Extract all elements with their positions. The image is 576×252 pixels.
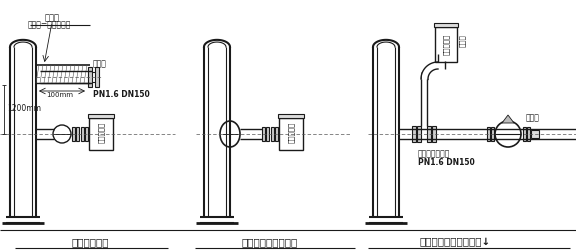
Text: 1200mm: 1200mm (7, 104, 41, 113)
Bar (279, 118, 303, 150)
Bar (523, 127, 526, 141)
Ellipse shape (220, 121, 240, 147)
Bar (95, 67, 99, 87)
Circle shape (495, 121, 521, 147)
Text: 采样控制框: 采样控制框 (98, 121, 104, 143)
Bar (417, 126, 421, 142)
Polygon shape (502, 115, 514, 123)
Bar (531, 130, 539, 138)
Text: 人孔盖上的安装方式: 人孔盖上的安装方式 (242, 237, 298, 247)
Text: 管法兰: 管法兰 (93, 59, 107, 68)
Text: 采样控: 采样控 (459, 34, 465, 47)
Text: 常用安装方式: 常用安装方式 (71, 237, 109, 247)
Text: 补强圈: 补强圈 (44, 13, 59, 22)
Bar (88, 114, 114, 118)
Bar (266, 127, 269, 141)
Bar (262, 127, 265, 141)
Bar (427, 126, 431, 142)
Text: 调节阀: 调节阀 (526, 113, 540, 122)
Text: 采样控制框: 采样控制框 (287, 121, 294, 143)
Text: （厚度=筒体壁厚）: （厚度=筒体壁厚） (28, 20, 71, 29)
Text: 100mm: 100mm (47, 92, 74, 98)
Text: PN1.6 DN150: PN1.6 DN150 (418, 158, 475, 167)
Bar (88, 67, 92, 87)
Bar (72, 127, 75, 141)
Bar (76, 127, 79, 141)
Text: 三通（管法兰）: 三通（管法兰） (418, 149, 450, 158)
Text: 采样控制框: 采样控制框 (443, 34, 449, 55)
Circle shape (53, 125, 71, 143)
Text: PN1.6 DN150: PN1.6 DN150 (93, 90, 150, 99)
Bar (435, 27, 457, 62)
Text: 回油管线上的安装方式↓: 回油管线上的安装方式↓ (419, 237, 491, 247)
Bar (275, 127, 278, 141)
Bar (434, 23, 458, 27)
Bar (412, 126, 416, 142)
Bar (81, 127, 84, 141)
Bar (85, 127, 88, 141)
Bar (487, 127, 490, 141)
Bar (271, 127, 274, 141)
Bar (89, 118, 113, 150)
Bar (278, 114, 304, 118)
Bar (527, 127, 530, 141)
Bar (432, 126, 436, 142)
Bar (491, 127, 494, 141)
